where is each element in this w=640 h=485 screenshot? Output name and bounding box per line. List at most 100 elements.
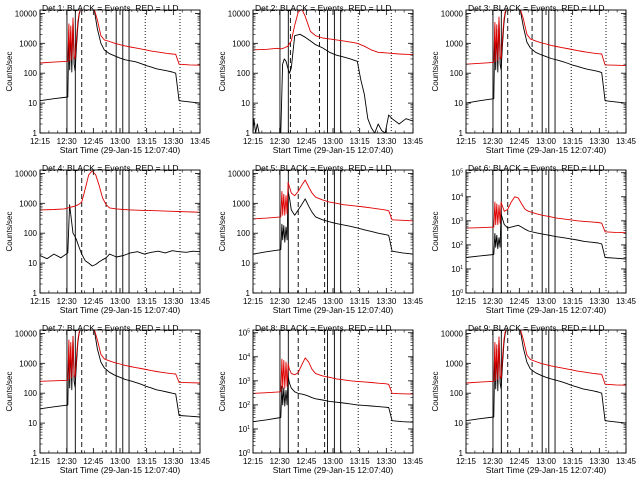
x-tick-label: 12:30 <box>57 297 78 306</box>
x-tick-label: 12:30 <box>57 137 78 146</box>
x-axis-label: Start Time (29-Jan-15 12:07:40) <box>273 465 394 475</box>
lld-series-line <box>40 330 200 384</box>
x-tick-label: 12:15 <box>456 297 477 306</box>
events-series-line <box>253 190 413 255</box>
y-axis-label: Counts/sec <box>431 371 440 411</box>
y-axis-label: Counts/sec <box>218 211 227 251</box>
y-tick-label: 1000 <box>445 359 463 368</box>
x-tick-label: 12:45 <box>509 457 530 466</box>
y-tick-label: 1000 <box>445 39 463 48</box>
x-tick-label: 12:45 <box>296 297 317 306</box>
y-tick-label: 100 <box>238 449 250 458</box>
y-tick-label: 102 <box>238 401 250 410</box>
panel-title: Det 6: BLACK = Events, RED = LLD <box>468 163 605 173</box>
lld-series-line <box>253 179 413 222</box>
detector-panel-8: Det 8: BLACK = Events, RED = LLD 100 101 10… <box>218 323 424 475</box>
x-tick-label: 13:15 <box>563 137 584 146</box>
y-axis-label: Counts/sec <box>5 211 14 251</box>
x-tick-label: 13:00 <box>323 297 344 306</box>
y-axis-label: Counts/sec <box>218 51 227 91</box>
y-tick-label: 1000 <box>232 39 250 48</box>
y-tick-label: 1 <box>459 449 464 458</box>
y-tick-label: 10 <box>28 99 37 108</box>
y-tick-label: 10000 <box>15 329 38 338</box>
plot-frame <box>252 9 414 134</box>
plot-frame <box>39 9 201 134</box>
x-axis-label: Start Time (29-Jan-15 12:07:40) <box>60 465 181 475</box>
x-tick-label: 13:15 <box>350 457 371 466</box>
x-tick-label: 13:00 <box>110 137 131 146</box>
plot-frame <box>465 329 627 454</box>
lld-series-line <box>253 10 413 56</box>
x-tick-label: 12:45 <box>296 137 317 146</box>
y-tick-label: 103 <box>238 377 250 386</box>
x-tick-label: 13:00 <box>536 457 557 466</box>
lld-series-line <box>466 10 626 67</box>
panel-title: Det 1: BLACK = Events, RED = LLD <box>42 3 179 13</box>
lld-series-line <box>40 170 200 213</box>
x-tick-label: 12:15 <box>30 457 51 466</box>
detector-panel-7: Det 7: BLACK = Events, RED = LLD 1 10 100 10… <box>5 323 211 475</box>
y-tick-label: 105 <box>238 329 250 338</box>
lld-series-line <box>466 330 626 386</box>
x-tick-label: 13:15 <box>350 297 371 306</box>
events-series-line <box>40 330 200 418</box>
x-tick-label: 13:45 <box>403 137 424 146</box>
panel-title: Det 4: BLACK = Events, RED = LLD <box>42 163 179 173</box>
events-series-line <box>253 33 413 133</box>
detector-panel-3: Det 3: BLACK = Events, RED = LLD 1 10 100 10… <box>431 3 637 155</box>
y-tick-label: 1 <box>459 129 464 138</box>
panel-title: Det 8: BLACK = Events, RED = LLD <box>255 323 392 333</box>
y-tick-label: 101 <box>451 265 463 274</box>
plot-area <box>253 10 413 133</box>
y-tick-label: 1000 <box>19 199 37 208</box>
plot-area <box>40 10 200 104</box>
x-axis-label: Start Time (29-Jan-15 12:07:40) <box>60 305 181 315</box>
x-tick-label: 12:30 <box>483 297 504 306</box>
x-tick-label: 13:45 <box>403 457 424 466</box>
x-tick-label: 13:15 <box>350 137 371 146</box>
detector-panel-2: Det 2: BLACK = Events, RED = LLD 1 10 100 10… <box>218 3 424 155</box>
x-tick-label: 13:15 <box>563 457 584 466</box>
x-tick-label: 13:30 <box>589 457 610 466</box>
plot-frame <box>39 329 201 454</box>
x-axis-label: Start Time (29-Jan-15 12:07:40) <box>273 145 394 155</box>
plot-area <box>466 196 626 260</box>
x-tick-label: 13:45 <box>190 297 211 306</box>
x-tick-label: 12:45 <box>296 457 317 466</box>
x-tick-label: 12:15 <box>456 457 477 466</box>
y-axis-label: Counts/sec <box>5 371 14 411</box>
y-tick-label: 1 <box>246 289 251 298</box>
plot-frame <box>465 169 627 294</box>
x-tick-label: 12:15 <box>243 137 264 146</box>
y-axis-label: Counts/sec <box>431 211 440 251</box>
y-tick-label: 10000 <box>441 329 464 338</box>
y-tick-label: 1000 <box>232 199 250 208</box>
x-tick-label: 13:15 <box>137 137 158 146</box>
x-tick-label: 13:30 <box>163 297 184 306</box>
x-tick-label: 13:45 <box>190 137 211 146</box>
detector-panel-4: Det 4: BLACK = Events, RED = LLD 1 10 100 10… <box>5 163 211 315</box>
y-tick-label: 10000 <box>228 9 251 18</box>
detector-panel-1: Det 1: BLACK = Events, RED = LLD 1 10 100 10… <box>5 3 211 155</box>
y-tick-label: 10 <box>241 99 250 108</box>
lld-series-line <box>466 196 626 234</box>
lld-series-line <box>40 10 200 66</box>
plot-frame <box>465 9 627 134</box>
x-tick-label: 12:15 <box>30 297 51 306</box>
x-tick-label: 13:00 <box>536 137 557 146</box>
y-tick-label: 100 <box>24 69 38 78</box>
panel-title: Det 3: BLACK = Events, RED = LLD <box>468 3 605 13</box>
y-tick-label: 10000 <box>15 9 38 18</box>
x-tick-label: 13:45 <box>616 137 637 146</box>
detector-panel-9: Det 9: BLACK = Events, RED = LLD 1 10 100 10… <box>431 323 637 475</box>
x-tick-label: 13:30 <box>589 137 610 146</box>
x-tick-label: 13:45 <box>616 297 637 306</box>
y-tick-label: 10 <box>454 99 463 108</box>
plot-area <box>40 170 200 267</box>
x-tick-label: 12:45 <box>83 457 104 466</box>
y-tick-label: 100 <box>450 389 464 398</box>
x-tick-label: 13:15 <box>137 457 158 466</box>
x-tick-label: 12:45 <box>509 297 530 306</box>
y-axis-label: Counts/sec <box>5 51 14 91</box>
